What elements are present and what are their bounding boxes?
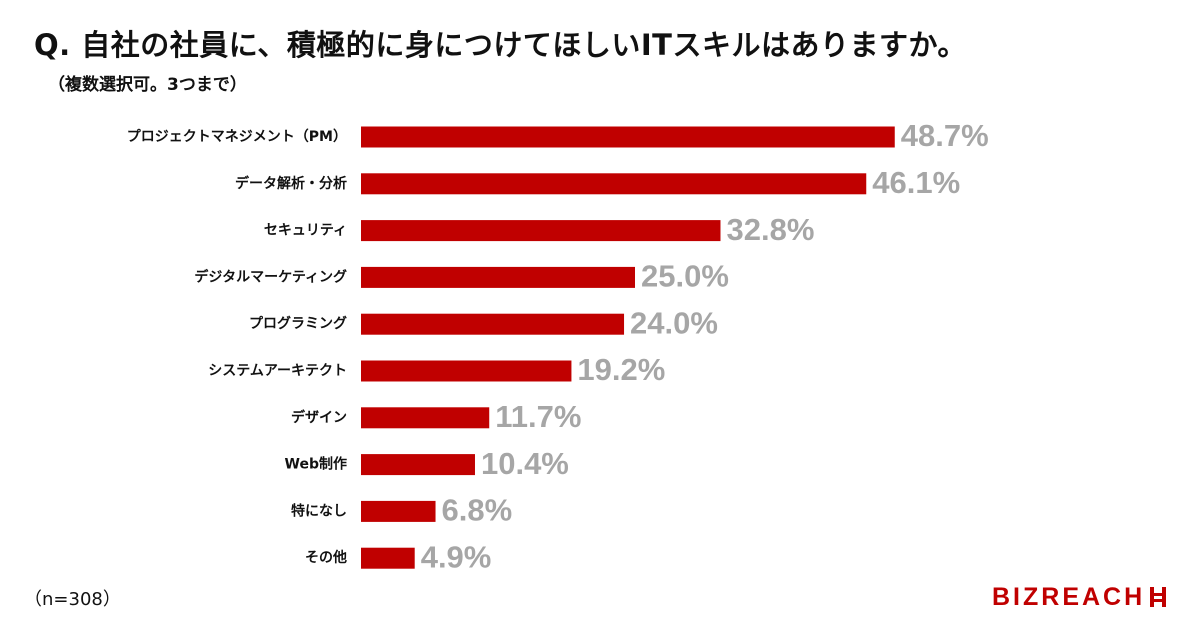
value-label: 10.4% bbox=[481, 446, 569, 481]
bar bbox=[361, 173, 867, 195]
value-label: 6.8% bbox=[442, 493, 513, 528]
category-label: デザイン bbox=[291, 409, 347, 426]
value-label: 46.1% bbox=[872, 165, 960, 200]
category-label: その他 bbox=[305, 549, 347, 566]
bar bbox=[361, 547, 415, 569]
category-label: 特になし bbox=[291, 502, 347, 519]
bar bbox=[361, 126, 895, 148]
category-label: デジタルマーケティング bbox=[194, 268, 347, 285]
sample-size-note: （n=308） bbox=[24, 589, 121, 610]
bar bbox=[361, 313, 625, 335]
category-label: システムアーキテクト bbox=[208, 363, 347, 379]
value-label: 19.2% bbox=[577, 352, 665, 387]
logo-text: BIZREACH bbox=[992, 582, 1146, 611]
bar bbox=[361, 360, 572, 382]
value-label: 24.0% bbox=[630, 305, 718, 340]
value-label: 11.7% bbox=[495, 399, 581, 434]
chart-title: Q. 自社の社員に、積極的に身につけてほしいITスキルはありますか。 bbox=[34, 28, 967, 62]
category-label: Web制作 bbox=[285, 456, 347, 473]
bar bbox=[361, 266, 635, 288]
bizreach-logo: BIZREACH bbox=[992, 582, 1170, 612]
value-label: 48.7% bbox=[901, 118, 989, 153]
bar bbox=[361, 407, 490, 429]
value-label: 32.8% bbox=[726, 212, 814, 247]
category-label: プロジェクトマネジメント（PM） bbox=[127, 129, 347, 145]
bar bbox=[361, 500, 436, 522]
category-label: データ解析・分析 bbox=[235, 175, 347, 192]
bar bbox=[361, 220, 721, 242]
logo-mark-icon bbox=[1150, 587, 1167, 607]
value-label: 4.9% bbox=[421, 539, 492, 574]
category-label: セキュリティ bbox=[264, 223, 347, 239]
chart-subtitle: （複数選択可。3つまで） bbox=[48, 75, 247, 95]
value-label: 25.0% bbox=[641, 259, 729, 294]
bar bbox=[361, 454, 475, 476]
category-label: プログラミング bbox=[249, 315, 347, 332]
